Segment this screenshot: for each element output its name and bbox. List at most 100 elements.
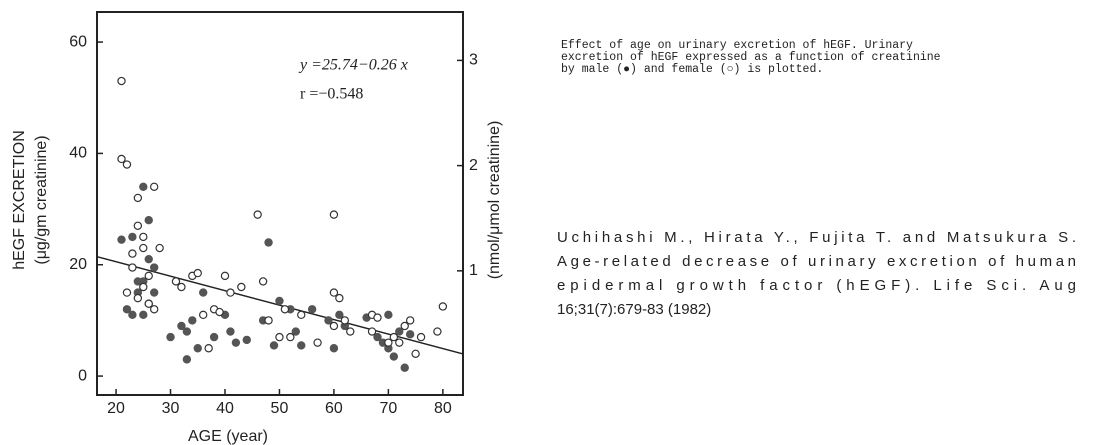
regression-line <box>96 255 464 355</box>
data-point <box>128 249 137 258</box>
correlation: r =−0.548 <box>300 86 363 103</box>
data-point <box>384 310 393 320</box>
data-point <box>433 327 442 336</box>
data-point <box>166 332 175 342</box>
data-point <box>215 307 224 317</box>
data-point <box>291 327 300 336</box>
data-point <box>155 243 164 253</box>
data-point <box>335 310 344 320</box>
data-point <box>438 302 448 311</box>
data-point <box>139 310 148 320</box>
data-point <box>144 254 153 264</box>
y-axis-label: (μg/gm creatinine) <box>33 135 50 264</box>
data-point <box>133 293 143 303</box>
data-point <box>193 268 202 278</box>
data-point <box>171 277 181 286</box>
data-point <box>405 316 415 325</box>
data-point <box>297 341 306 350</box>
y2-axis-label: (nmol/μmol creatinine) <box>486 121 503 280</box>
x-tick-label: 30 <box>162 400 180 417</box>
data-point <box>373 332 382 342</box>
data-point <box>117 235 126 244</box>
data-point <box>149 305 159 314</box>
data-point <box>264 238 273 247</box>
y-axis-label: hEGF EXCRETION <box>11 130 28 270</box>
data-point <box>199 310 208 320</box>
data-point <box>400 321 409 331</box>
data-point <box>128 263 137 272</box>
data-point <box>139 243 148 253</box>
data-point <box>297 310 306 320</box>
data-point <box>280 305 290 314</box>
data-point <box>182 327 192 336</box>
data-point <box>329 288 339 297</box>
data-point <box>395 338 404 347</box>
data-point <box>204 344 213 353</box>
data-point <box>367 327 377 336</box>
data-point <box>389 352 399 361</box>
data-point <box>275 296 284 306</box>
data-point <box>139 232 148 242</box>
x-tick-label: 50 <box>271 400 289 417</box>
y2-tick-label: 1 <box>469 262 478 279</box>
data-point <box>133 193 143 203</box>
data-point <box>231 338 241 347</box>
data-point <box>384 338 393 347</box>
data-point <box>149 182 159 191</box>
data-point <box>237 282 246 292</box>
data-point <box>395 327 404 336</box>
data-point <box>177 282 186 292</box>
data-point <box>346 327 355 336</box>
data-point <box>144 299 153 308</box>
data-point <box>128 310 137 320</box>
data-point <box>209 332 219 342</box>
x-tick-label: 80 <box>434 400 452 417</box>
data-point <box>226 288 235 297</box>
data-point <box>149 288 159 297</box>
data-point <box>286 332 295 342</box>
caption-line: excretion of hEGF expressed as a functio… <box>561 51 941 64</box>
data-point <box>405 330 415 339</box>
x-tick-label: 60 <box>325 400 343 417</box>
data-point <box>122 160 132 169</box>
caption-line: Effect of age on urinary excretion of hE… <box>561 39 913 52</box>
data-point <box>411 349 420 359</box>
data-point <box>400 363 409 372</box>
data-point <box>416 332 426 342</box>
data-point <box>128 232 137 242</box>
data-point <box>133 221 143 230</box>
data-point <box>329 344 339 353</box>
citation-line: Uchihashi M., Hirata Y., Fujita T. and M… <box>557 229 1076 246</box>
y-tick-label: 0 <box>78 367 87 384</box>
data-point <box>307 305 317 314</box>
x-tick-label: 70 <box>379 400 397 417</box>
data-point <box>199 288 208 297</box>
data-point <box>329 210 339 219</box>
y2-tick-label: 3 <box>469 52 478 69</box>
citation-line: Age-related decrease of urinary excretio… <box>557 253 1076 270</box>
citation-line: epidermal growth factor (hEGF). Life Sci… <box>557 277 1076 294</box>
y2-tick-label: 2 <box>469 157 478 174</box>
data-point <box>177 321 186 331</box>
data-point <box>122 305 132 314</box>
data-point <box>329 321 339 331</box>
data-point <box>242 335 251 345</box>
data-point <box>188 316 197 325</box>
x-tick-label: 40 <box>216 400 234 417</box>
data-point <box>226 327 235 336</box>
data-point <box>149 263 159 272</box>
data-point <box>269 341 279 350</box>
y-tick-label: 20 <box>69 256 87 273</box>
data-point <box>264 316 273 325</box>
data-point <box>122 288 132 297</box>
data-point <box>220 271 230 281</box>
data-point <box>389 332 399 342</box>
y-tick-label: 40 <box>69 145 87 162</box>
data-point <box>253 210 262 219</box>
data-point <box>258 277 268 286</box>
data-point <box>182 355 192 364</box>
data-point <box>313 338 322 347</box>
x-axis-label: AGE (year) <box>188 428 268 445</box>
equation: y =25.74−0.26 x <box>298 57 408 74</box>
